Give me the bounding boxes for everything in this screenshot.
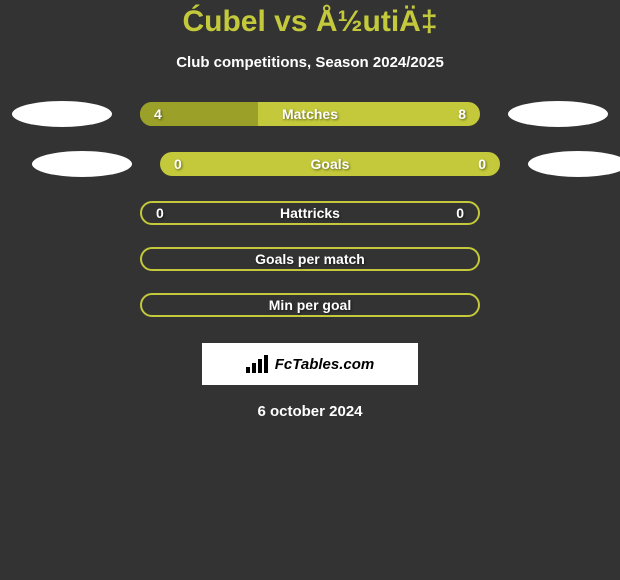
fctables-text: FcTables.com [275, 356, 374, 373]
date-label: 6 october 2024 [257, 403, 362, 420]
bars-column: 0 Hattricks 0 Goals per match Min per go… [140, 201, 480, 420]
goals-label: Goals [311, 156, 350, 172]
mpg-label: Min per goal [269, 297, 351, 313]
matches-left-value: 4 [154, 106, 162, 122]
gpm-label: Goals per match [255, 251, 365, 267]
page-title: Ćubel vs Å½utiÄ‡ [182, 5, 437, 39]
hattricks-stat-bar: 0 Hattricks 0 [140, 201, 480, 225]
hattricks-left-value: 0 [156, 205, 164, 221]
goals-left-value: 0 [174, 156, 182, 172]
subtitle: Club competitions, Season 2024/2025 [176, 54, 444, 71]
player-left-marker-2 [32, 151, 132, 177]
matches-row: 4 Matches 8 [0, 101, 620, 127]
player-left-marker [12, 101, 112, 127]
matches-stat-bar: 4 Matches 8 [140, 102, 480, 126]
gpm-stat-bar: Goals per match [140, 247, 480, 271]
goals-stat-bar: 0 Goals 0 [160, 152, 500, 176]
mpg-stat-bar: Min per goal [140, 293, 480, 317]
matches-right-value: 8 [458, 106, 466, 122]
hattricks-label: Hattricks [280, 205, 340, 221]
goals-row: 0 Goals 0 [0, 151, 620, 177]
main-container: Ćubel vs Å½utiÄ‡ Club competitions, Seas… [0, 0, 620, 420]
player-right-marker [508, 101, 608, 127]
chart-icon [246, 355, 268, 373]
matches-label: Matches [282, 106, 338, 122]
hattricks-right-value: 0 [456, 205, 464, 221]
player-right-marker-2 [528, 151, 620, 177]
fctables-badge[interactable]: FcTables.com [202, 343, 418, 385]
goals-right-value: 0 [478, 156, 486, 172]
